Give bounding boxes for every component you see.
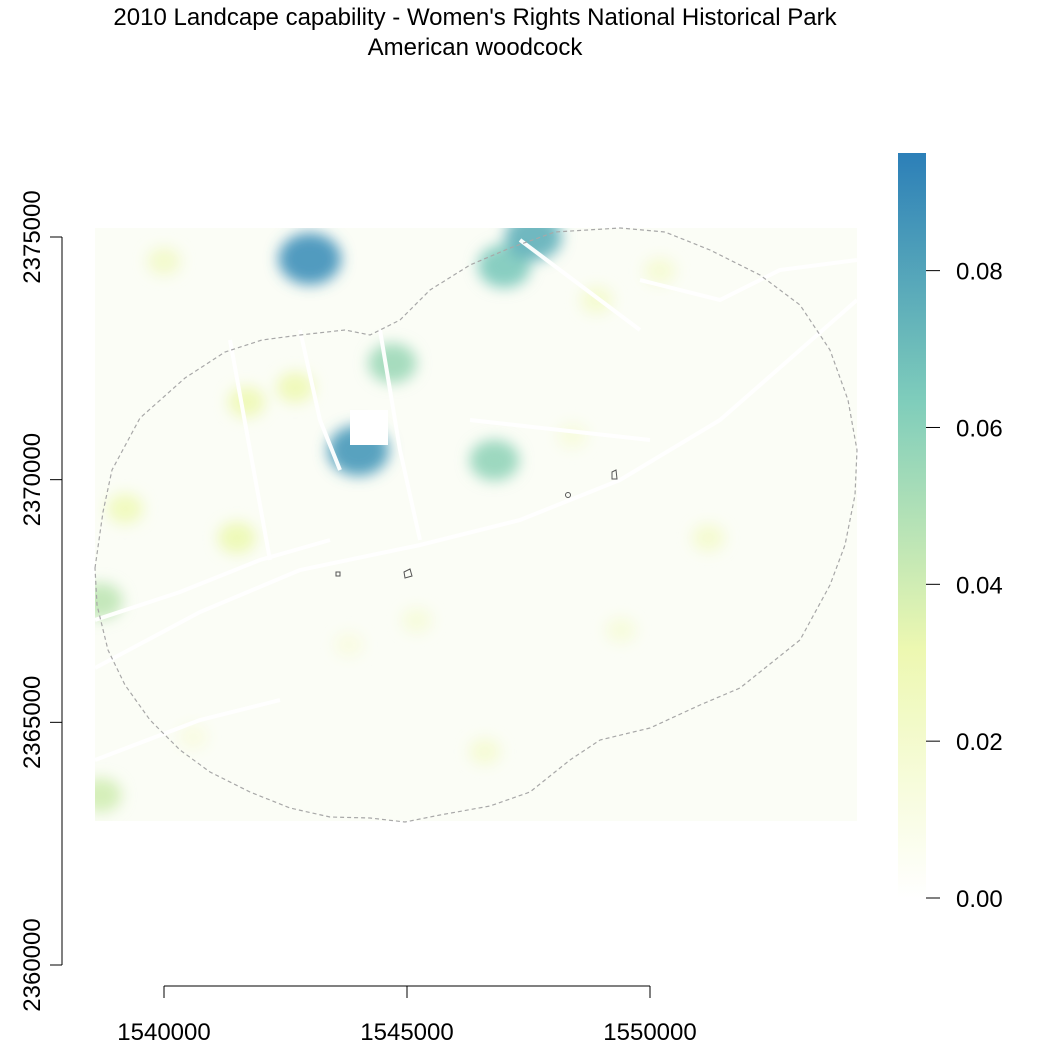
park-unit [403,568,413,579]
capability-hotspot [228,386,266,418]
capability-hotspot [95,582,123,620]
capability-raster [95,228,857,821]
y-axis: 2360000 2365000 2370000 2375000 [19,190,63,1012]
legend-tick-label: 0.08 [956,259,1003,286]
urban-gap [350,410,388,445]
legend-colorbar [898,153,926,898]
capability-hotspot [468,738,501,765]
capability-hotspot [557,423,588,449]
capability-hotspot [368,343,417,384]
capability-hotspot [643,257,676,285]
legend-tick-label: 0.04 [956,572,1003,599]
capability-hotspot [469,439,520,481]
map-title: 2010 Landcape capability - Women's Right… [113,4,837,31]
capability-hotspot [691,524,725,552]
capability-hotspot [401,607,433,634]
x-tick-label: 1545000 [360,1019,453,1046]
capability-hotspot [334,632,364,657]
x-axis: 1540000 1545000 1550000 [117,985,697,1046]
y-tick-label: 2360000 [19,918,46,1011]
capability-hotspot [106,493,144,524]
capability-hotspot [147,247,181,276]
park-unit [335,571,341,577]
legend-tick-label: 0.00 [956,886,1003,913]
capability-hotspot [95,777,122,813]
raster-background [95,228,857,821]
study-area-boundary [94,227,858,823]
y-tick-label: 2370000 [19,433,46,526]
x-tick-label: 1540000 [117,1019,210,1046]
y-tick-label: 2375000 [19,190,46,283]
y-tick-label: 2365000 [19,676,46,769]
x-tick-label: 1550000 [603,1019,696,1046]
capability-hotspot [605,617,637,643]
capability-hotspot [276,372,314,403]
capability-hotspot [504,228,562,261]
legend-tick-label: 0.02 [956,729,1003,756]
park-units [335,469,618,579]
legend-tick-label: 0.06 [956,415,1003,442]
capability-hotspot [278,233,342,285]
capability-hotspot [178,724,208,750]
road-network [95,238,857,762]
park-unit [565,492,571,498]
color-legend: 0.00 0.02 0.04 0.06 0.08 [898,153,1003,913]
map-subtitle: American woodcock [367,34,583,61]
capability-hotspot [217,522,256,554]
park-unit [611,469,618,480]
